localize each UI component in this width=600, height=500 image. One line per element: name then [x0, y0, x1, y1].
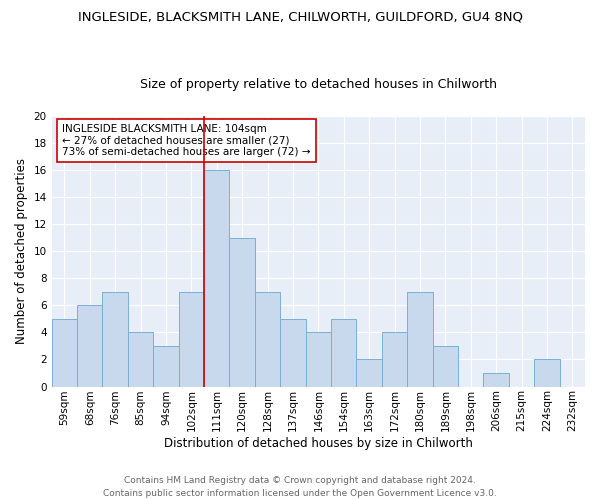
Bar: [382, 332, 407, 386]
Bar: [305, 332, 331, 386]
Bar: [77, 306, 103, 386]
Title: Size of property relative to detached houses in Chilworth: Size of property relative to detached ho…: [140, 78, 497, 91]
Text: INGLESIDE, BLACKSMITH LANE, CHILWORTH, GUILDFORD, GU4 8NQ: INGLESIDE, BLACKSMITH LANE, CHILWORTH, G…: [77, 10, 523, 23]
Bar: [255, 292, 280, 386]
Bar: [103, 292, 128, 386]
Bar: [484, 373, 509, 386]
Bar: [204, 170, 229, 386]
Text: INGLESIDE BLACKSMITH LANE: 104sqm
← 27% of detached houses are smaller (27)
73% : INGLESIDE BLACKSMITH LANE: 104sqm ← 27% …: [62, 124, 311, 157]
Bar: [534, 360, 560, 386]
Bar: [229, 238, 255, 386]
Bar: [128, 332, 153, 386]
Bar: [407, 292, 433, 386]
Bar: [433, 346, 458, 387]
Bar: [52, 319, 77, 386]
X-axis label: Distribution of detached houses by size in Chilworth: Distribution of detached houses by size …: [164, 437, 473, 450]
Text: Contains HM Land Registry data © Crown copyright and database right 2024.
Contai: Contains HM Land Registry data © Crown c…: [103, 476, 497, 498]
Bar: [179, 292, 204, 386]
Bar: [280, 319, 305, 386]
Bar: [356, 360, 382, 386]
Bar: [331, 319, 356, 386]
Bar: [153, 346, 179, 387]
Y-axis label: Number of detached properties: Number of detached properties: [15, 158, 28, 344]
